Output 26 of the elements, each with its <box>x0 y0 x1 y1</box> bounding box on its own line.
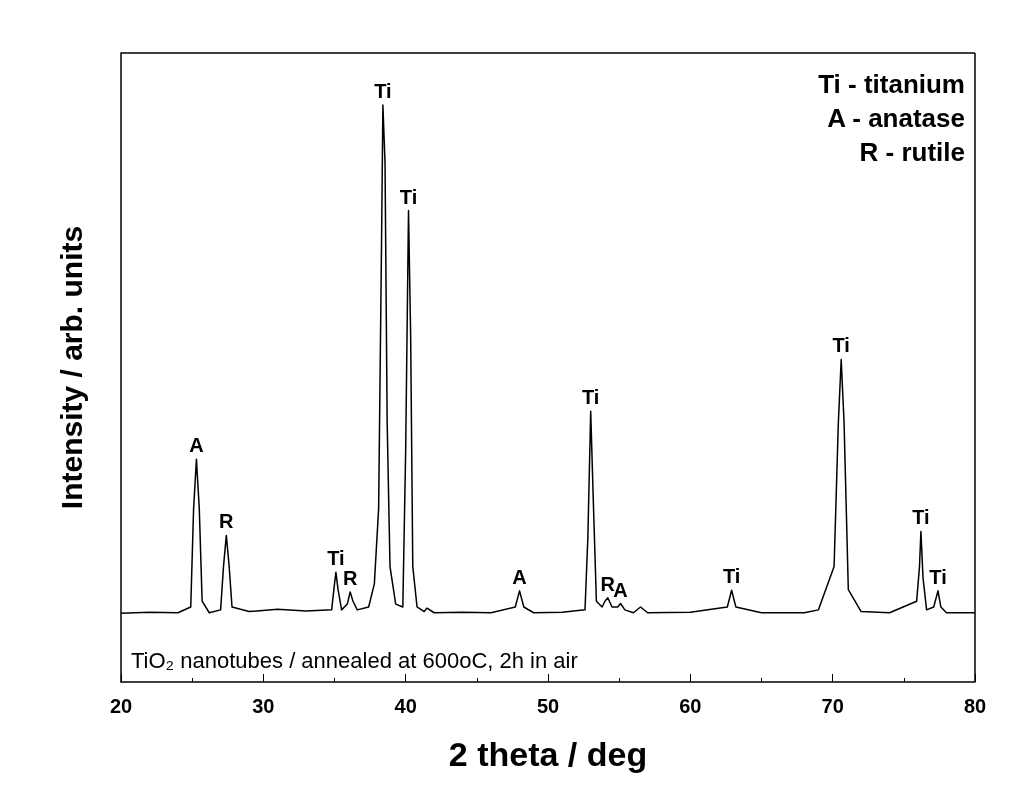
x-tick-label: 70 <box>821 695 844 717</box>
x-axis-title: 2 theta / deg <box>448 735 648 773</box>
annotation: A <box>512 565 527 588</box>
annotation: A <box>189 434 204 457</box>
annotation: Ti <box>327 547 345 570</box>
annotation: A <box>613 578 628 601</box>
annotation: A - anatase <box>827 103 965 133</box>
annotation: Ti <box>374 79 392 102</box>
x-tick-label: 20 <box>109 695 133 717</box>
annotation: R <box>342 566 358 589</box>
y-axis-title: Intensity / arb. units <box>54 225 88 510</box>
annotation: R - rutile <box>859 137 965 167</box>
annotation: R <box>219 510 235 533</box>
x-tick-label: 60 <box>679 695 702 717</box>
annotation: Ti <box>832 334 850 357</box>
x-tick-label: 30 <box>252 695 275 717</box>
annotation: Ti <box>399 185 418 208</box>
text: Ti - titanium <box>818 69 965 99</box>
x-tick-label: 50 <box>536 695 560 717</box>
x-tick-label: 80 <box>963 695 987 717</box>
annotation: Ti <box>912 506 930 529</box>
annotation: Ti <box>581 386 600 409</box>
annotation: TiO₂ nanotubes / annealed at 600oC, 2h in air <box>131 647 578 673</box>
annotation: Ti <box>722 565 741 588</box>
x-tick-label: 40 <box>394 695 417 717</box>
annotation: Ti <box>929 565 947 588</box>
